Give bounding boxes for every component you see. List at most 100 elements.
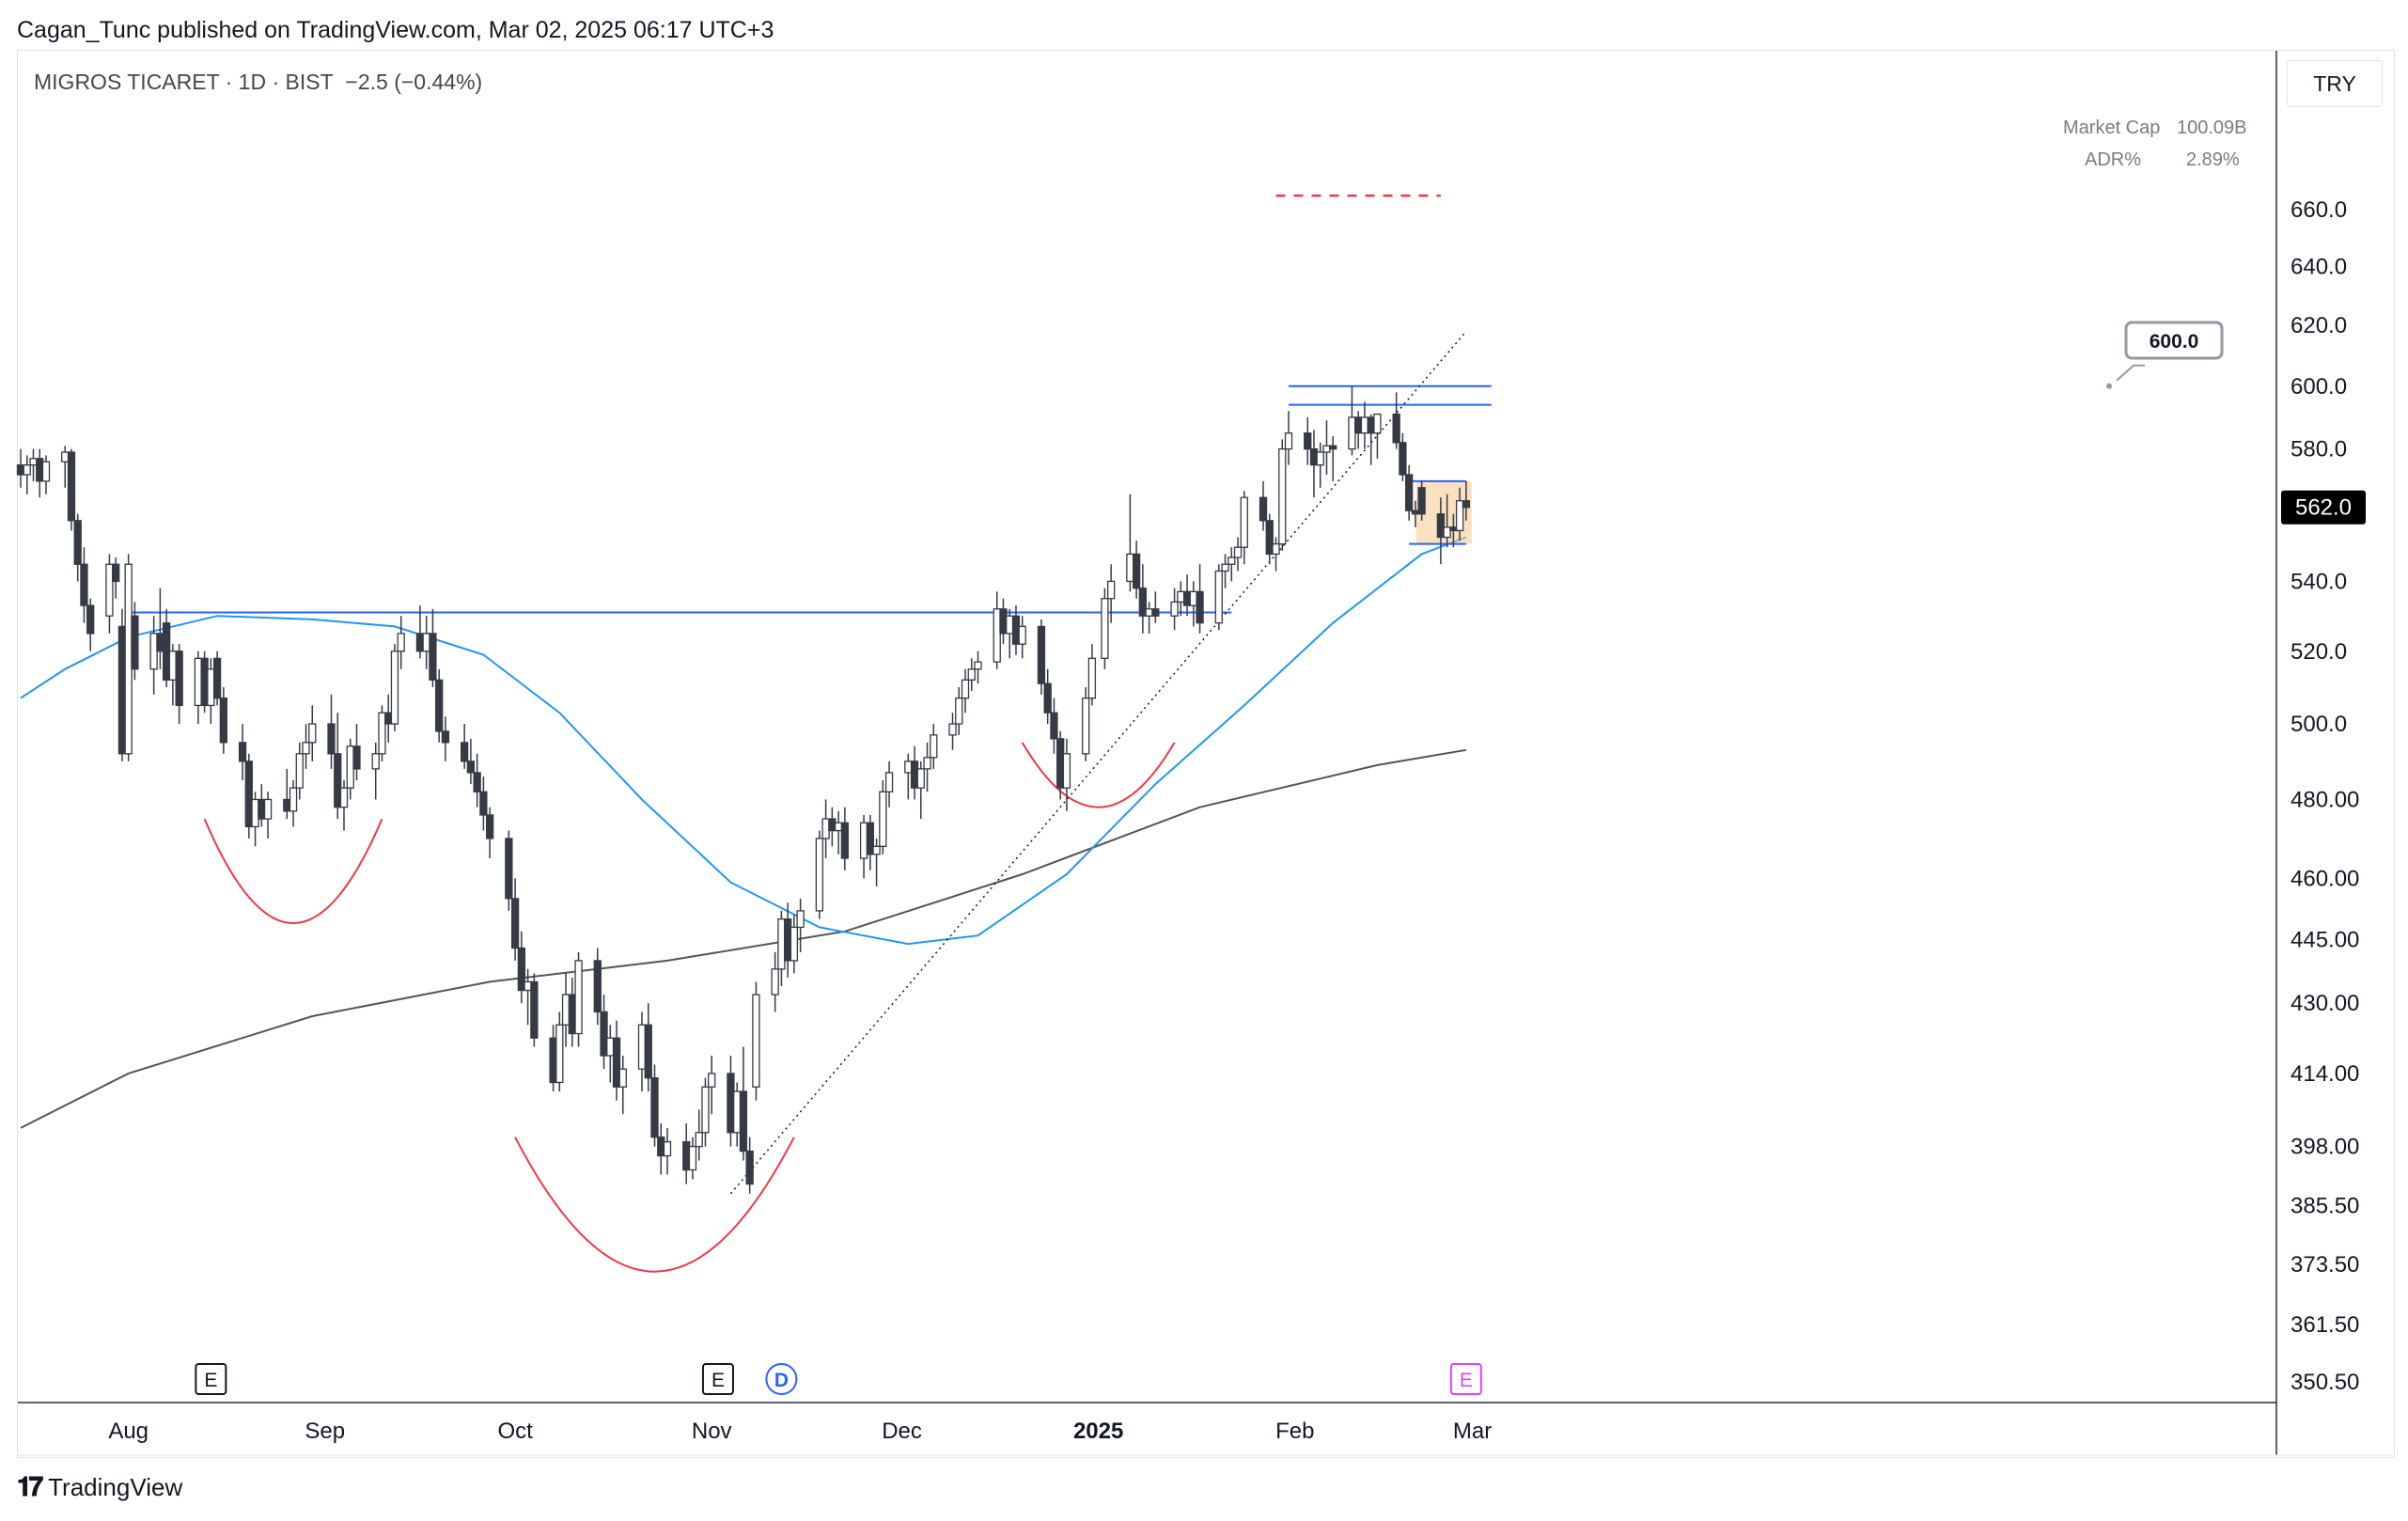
candle[interactable] (219, 697, 227, 744)
candle[interactable] (1455, 500, 1464, 532)
candle[interactable] (23, 464, 31, 476)
candle[interactable] (1101, 598, 1109, 659)
candle[interactable] (910, 760, 919, 789)
candle[interactable] (1316, 451, 1324, 466)
candle[interactable] (524, 980, 532, 992)
candle[interactable] (505, 838, 513, 900)
candle[interactable] (1189, 590, 1197, 606)
candle[interactable] (1309, 447, 1319, 466)
candle[interactable] (397, 633, 405, 652)
candle[interactable] (1177, 590, 1185, 604)
candle[interactable] (828, 818, 837, 832)
candle[interactable] (948, 723, 957, 736)
candle[interactable] (821, 818, 830, 839)
candle[interactable] (124, 563, 133, 755)
candle[interactable] (117, 625, 127, 755)
candle[interactable] (866, 822, 874, 855)
candle[interactable] (378, 712, 386, 755)
candle[interactable] (955, 697, 963, 725)
candle[interactable] (1106, 580, 1116, 600)
candle[interactable] (1126, 553, 1134, 583)
candle[interactable] (555, 1024, 564, 1084)
candle[interactable] (834, 822, 843, 832)
candle[interactable] (1145, 608, 1153, 617)
candle[interactable] (162, 622, 171, 681)
candle[interactable] (600, 1011, 608, 1057)
candle[interactable] (593, 960, 602, 1013)
candle[interactable] (1462, 500, 1471, 509)
candle[interactable] (1037, 625, 1046, 684)
candle[interactable] (29, 458, 38, 466)
candle[interactable] (1399, 442, 1407, 476)
candle[interactable] (339, 787, 349, 808)
candle[interactable] (168, 651, 178, 681)
candle[interactable] (733, 1090, 742, 1134)
candle[interactable] (327, 723, 336, 755)
candle[interactable] (479, 791, 488, 816)
candle[interactable] (1151, 608, 1160, 617)
candle[interactable] (156, 633, 164, 652)
candle[interactable] (112, 563, 120, 583)
candle[interactable] (695, 1132, 703, 1148)
candle[interactable] (1214, 570, 1223, 624)
candle[interactable] (1367, 416, 1375, 434)
candle[interactable] (16, 464, 25, 476)
candle[interactable] (105, 563, 114, 617)
candle[interactable] (1405, 474, 1414, 511)
tradingview-logo[interactable]: 𝟏𝟕 TradingView (17, 1472, 182, 1503)
candle[interactable] (967, 668, 976, 681)
candle[interactable] (1050, 712, 1058, 740)
candle[interactable] (1006, 615, 1014, 635)
candle[interactable] (879, 791, 887, 848)
candle[interactable] (549, 1037, 557, 1084)
candle[interactable] (1182, 590, 1192, 606)
candle[interactable] (974, 661, 982, 670)
candle[interactable] (212, 657, 222, 699)
candle[interactable] (1284, 432, 1293, 450)
candle[interactable] (302, 742, 310, 755)
candle[interactable] (207, 668, 215, 707)
curve-annotation[interactable] (1021, 742, 1176, 808)
candle[interactable] (485, 814, 494, 839)
candle[interactable] (1373, 413, 1382, 434)
earnings-marker[interactable] (1449, 1363, 1482, 1395)
candle[interactable] (859, 822, 868, 859)
candle[interactable] (1322, 445, 1331, 453)
earnings-marker[interactable] (195, 1363, 227, 1395)
candle[interactable] (688, 1145, 697, 1171)
candle[interactable] (251, 798, 259, 828)
candle[interactable] (923, 757, 931, 770)
candle[interactable] (422, 633, 430, 652)
candle[interactable] (783, 917, 792, 962)
candle[interactable] (517, 947, 526, 992)
candle[interactable] (790, 926, 799, 962)
candle[interactable] (200, 657, 209, 707)
candle[interactable] (308, 723, 317, 744)
candle[interactable] (390, 651, 399, 725)
candle[interactable] (796, 910, 805, 929)
candle[interactable] (701, 1086, 710, 1134)
candle[interactable] (745, 1150, 754, 1185)
candle[interactable] (73, 520, 82, 565)
candle[interactable] (568, 994, 576, 1035)
candle[interactable] (283, 798, 291, 812)
candle[interactable] (1043, 682, 1052, 713)
candle[interactable] (561, 994, 571, 1026)
candle[interactable] (194, 657, 203, 707)
dividend-marker[interactable] (765, 1363, 798, 1395)
candle[interactable] (884, 772, 894, 792)
candle[interactable] (657, 1137, 665, 1157)
candle[interactable] (708, 1073, 716, 1088)
candle[interactable] (460, 742, 469, 762)
candle[interactable] (1329, 445, 1337, 450)
candle[interactable] (41, 461, 51, 482)
candle[interactable] (916, 768, 925, 789)
candle[interactable] (61, 451, 70, 463)
candle[interactable] (1259, 496, 1268, 522)
currency-button[interactable]: TRY (2287, 60, 2383, 107)
callout-box[interactable] (2124, 321, 2224, 360)
candle[interactable] (1304, 432, 1312, 450)
candle[interactable] (1240, 496, 1248, 548)
candle[interactable] (36, 458, 44, 482)
